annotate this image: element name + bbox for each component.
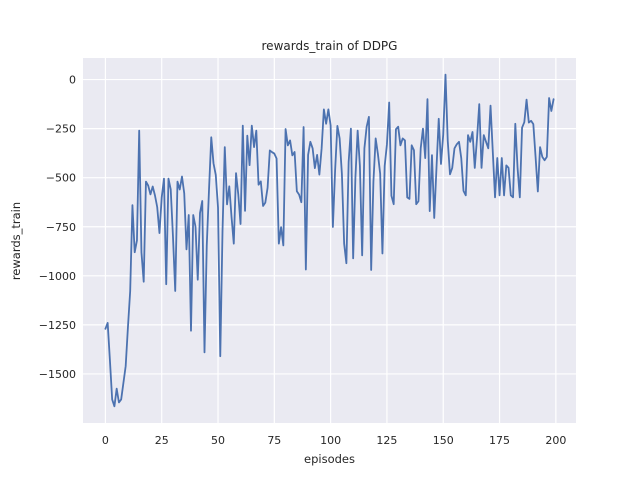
x-tick-label: 75 [267,434,281,447]
y-tick-label: 0 [69,74,76,87]
y-tick-label: −1250 [39,319,76,332]
grid-lines [83,58,576,423]
x-tick-label: 25 [155,434,169,447]
y-tick-label: −1000 [39,270,76,283]
x-tick-label: 150 [433,434,454,447]
y-tick-label: −1500 [39,368,76,381]
chart-title: rewards_train of DDPG [261,39,398,53]
y-tick-label: −500 [46,172,76,185]
y-tick-label: −750 [46,221,76,234]
x-axis-label: episodes [304,452,355,466]
x-tick-label: 50 [211,434,225,447]
x-tick-label: 100 [320,434,341,447]
y-tick-labels: 0 −250 −500 −750 −1000 −1250 −1500 [39,74,76,381]
x-tick-label: 0 [102,434,109,447]
x-tick-label: 200 [545,434,566,447]
y-tick-label: −250 [46,123,76,136]
y-axis-label: rewards_train [9,201,23,281]
x-tick-labels: 0 25 50 75 100 125 150 175 200 [102,434,566,447]
series-line-rewards_train [104,73,555,408]
x-tick-label: 125 [376,434,397,447]
x-tick-label: 175 [489,434,510,447]
